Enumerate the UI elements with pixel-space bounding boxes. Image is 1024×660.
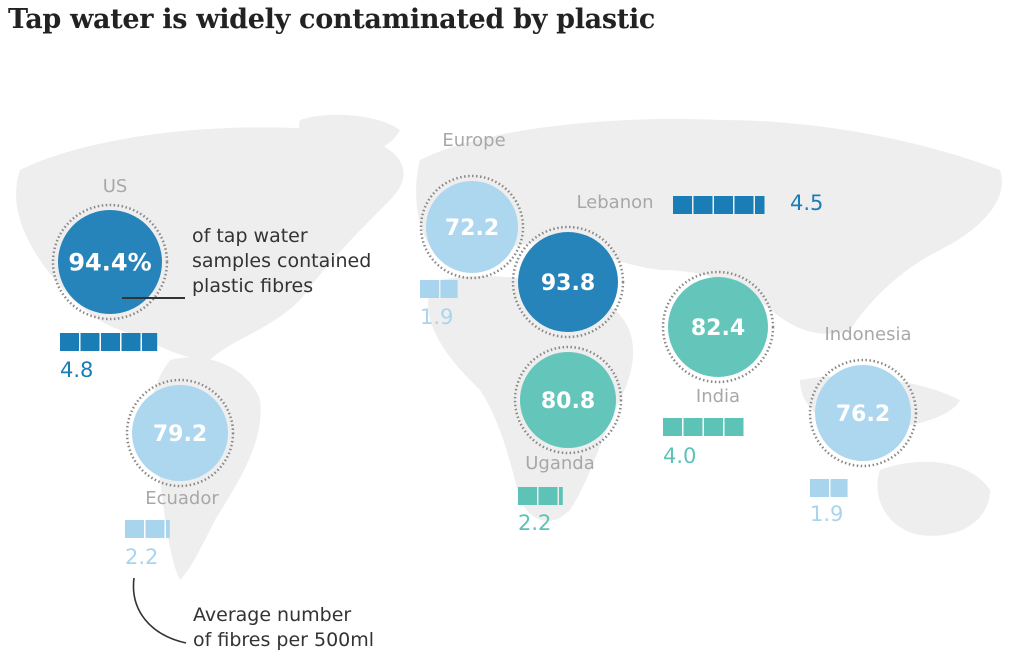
- region-label-india: India: [695, 386, 741, 407]
- fibres-value-ecuador: 2.2: [125, 545, 159, 569]
- fibres-value-us: 4.8: [60, 358, 94, 382]
- fibre-square-lebanon: [734, 196, 754, 214]
- fibre-square-india: [704, 418, 723, 436]
- percent-value-us: 94.4%: [68, 249, 151, 277]
- fibre-square-us: [80, 333, 100, 351]
- percent-circle-lebanon: [518, 232, 618, 332]
- percent-ring-ecuador: [125, 378, 235, 488]
- fibres-value-indonesia: 1.9: [810, 502, 844, 526]
- fibre-square-ecuador: [125, 520, 144, 538]
- percent-value-indonesia: 76.2: [836, 402, 890, 427]
- fibre-square-ecuador: [145, 520, 165, 538]
- fibre-square-us: [60, 333, 79, 351]
- fibre-square-india: [683, 418, 703, 436]
- fibre-square-lebanon: [755, 196, 765, 214]
- fibre-square-india: [724, 418, 744, 436]
- percent-ring-europe: [419, 174, 525, 280]
- fibre-square-lebanon: [714, 196, 733, 214]
- fibre-square-europe: [440, 280, 458, 298]
- fibre-square-us: [121, 333, 141, 351]
- chart-title: Tap water is widely contaminated by plas…: [8, 4, 656, 35]
- fibre-square-us: [142, 333, 158, 351]
- annotation-line: plastic fibres: [192, 275, 314, 297]
- region-label-europe: Europe: [442, 130, 506, 151]
- percent-ring-uganda: [513, 345, 623, 455]
- percent-circle-ecuador: [132, 385, 228, 481]
- fibres-value-uganda: 2.2: [518, 511, 552, 535]
- annotation-curve-line: [132, 577, 187, 644]
- fibre-square-lebanon: [693, 196, 713, 214]
- fibre-square-uganda: [538, 487, 558, 505]
- percent-annotation: of tap water samples contained plastic f…: [192, 224, 371, 299]
- percent-ring-lebanon: [511, 225, 625, 339]
- percent-ring-us: [51, 203, 169, 321]
- percent-value-india: 82.4: [691, 316, 745, 341]
- region-label-lebanon: Lebanon: [576, 192, 654, 213]
- fibre-square-us: [101, 333, 120, 351]
- percent-circle-europe: [426, 181, 518, 273]
- annotation-line: of tap water: [192, 225, 308, 247]
- fibre-square-indonesia: [830, 479, 848, 497]
- annotation-line: Average number: [193, 604, 352, 626]
- region-label-us: US: [102, 176, 128, 197]
- percent-circle-us: [58, 210, 162, 314]
- fibre-square-uganda: [559, 487, 563, 505]
- fibre-square-indonesia: [810, 479, 829, 497]
- percent-ring-india: [661, 270, 775, 384]
- annotation-line: samples contained: [192, 250, 372, 272]
- world-land-background: [16, 114, 1002, 580]
- region-label-indonesia: Indonesia: [824, 324, 912, 345]
- fibres-value-europe: 1.9: [420, 305, 454, 329]
- fibre-square-europe: [420, 280, 439, 298]
- fibre-square-lebanon: [673, 196, 692, 214]
- percent-value-europe: 72.2: [445, 216, 499, 241]
- fibres-value-lebanon: 4.5: [790, 191, 824, 215]
- percent-circle-uganda: [520, 352, 616, 448]
- percent-circle-indonesia: [815, 365, 911, 461]
- percent-ring-indonesia: [808, 358, 918, 468]
- fibres-value-india: 4.0: [663, 444, 697, 468]
- fibre-square-ecuador: [166, 520, 170, 538]
- region-label-uganda: Uganda: [525, 453, 595, 474]
- fibres-annotation: Average number of fibres per 500ml: [193, 603, 374, 653]
- region-label-ecuador: Ecuador: [145, 488, 219, 509]
- fibre-square-uganda: [518, 487, 537, 505]
- percent-value-ecuador: 79.2: [153, 422, 207, 447]
- percent-value-uganda: 80.8: [541, 389, 595, 414]
- fibre-square-india: [663, 418, 682, 436]
- percent-circle-india: [668, 277, 768, 377]
- annotation-line: of fibres per 500ml: [193, 629, 375, 651]
- percent-value-lebanon: 93.8: [541, 271, 595, 296]
